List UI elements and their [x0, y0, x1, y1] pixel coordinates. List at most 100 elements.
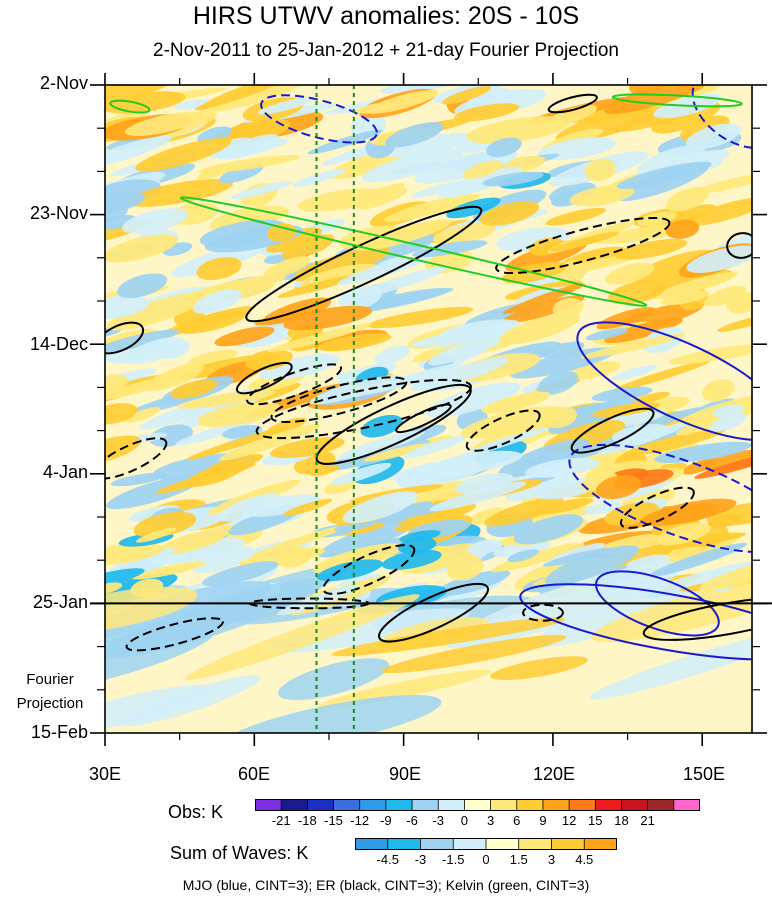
field-blob [442, 86, 491, 105]
field-blob [462, 160, 502, 179]
contour-mjo [576, 321, 752, 442]
field-blob [591, 386, 653, 402]
axis-ticks [90, 73, 767, 746]
field-blob [486, 137, 522, 158]
field-blob [493, 540, 551, 558]
field-blob [435, 569, 511, 597]
field-blob [331, 462, 392, 485]
colorbar-tick-label: 3 [547, 852, 556, 867]
field-blob [135, 138, 232, 172]
field-blob [105, 402, 138, 425]
field-blob [513, 514, 584, 545]
colorbar-swatch [551, 838, 585, 850]
field-blob [374, 503, 451, 520]
colorbar-tick-label: 0 [482, 852, 490, 867]
field-blob [552, 297, 584, 319]
colorbar-tick-label: -4.5 [376, 852, 399, 867]
field-blob [616, 161, 712, 189]
contour-er [378, 582, 489, 643]
field-blob [212, 119, 291, 146]
field-blob [604, 85, 708, 114]
field-blob [105, 580, 272, 644]
field-blob [283, 305, 373, 331]
field-blob [354, 102, 396, 114]
colorbar-swatch [420, 838, 454, 850]
field-blob [105, 375, 185, 402]
colorbar-swatch [359, 799, 387, 811]
field-blob [334, 183, 406, 208]
field-blob [505, 468, 577, 501]
x-tick-label: 120E [532, 764, 576, 784]
field-blob [292, 168, 346, 187]
contour-er [726, 232, 752, 259]
field-blob [342, 491, 418, 524]
field-blob [626, 554, 670, 571]
field-blob [105, 214, 137, 230]
field-blob [412, 240, 488, 258]
field-blob [201, 561, 279, 587]
field-blob [218, 493, 282, 522]
colorbar-swatch [333, 799, 361, 811]
field-blob [122, 208, 189, 234]
field-blob [366, 306, 474, 329]
colorbar-tick-label: 9 [539, 813, 547, 828]
chart-title: HIRS UTWV anomalies: 20S - 10S [192, 2, 580, 30]
field-blob [192, 289, 242, 314]
colorbar-tick-label: 1.5 [509, 852, 528, 867]
field-blob [466, 116, 571, 144]
field-blob [219, 423, 321, 461]
field-blob [467, 539, 503, 555]
field-blob [694, 451, 752, 479]
field-blob [588, 629, 752, 700]
field-blob [507, 549, 540, 563]
field-blob [612, 360, 712, 392]
field-blob [310, 464, 341, 477]
colorbar-swatch [516, 799, 544, 811]
field-blob [385, 122, 444, 148]
field-blob [597, 422, 689, 455]
field-blob [355, 288, 454, 313]
colorbar-swatch [518, 838, 552, 850]
field-blob [259, 353, 341, 380]
field-blob [318, 669, 492, 709]
y-tick-label: 14-Dec [29, 334, 88, 354]
field-blob [121, 675, 261, 727]
colorbar-tick-label: 6 [513, 813, 521, 828]
field-blob [414, 149, 518, 184]
field-blob [331, 617, 565, 657]
field-blob [132, 561, 207, 580]
field-blob [397, 537, 437, 554]
field-blob [105, 135, 173, 168]
colorbar-swatch [569, 799, 596, 811]
colorbar-tick-label: -3 [432, 813, 445, 828]
x-tick-label: 90E [388, 764, 422, 784]
field-blob [124, 111, 206, 137]
colorbar-swatch [453, 838, 487, 850]
field-blob [549, 231, 620, 252]
contour-er [570, 407, 655, 454]
field-blob [395, 503, 477, 532]
field-blob [497, 438, 590, 478]
field-blob [490, 656, 588, 680]
field-blob [230, 180, 293, 200]
field-blob [105, 295, 149, 320]
field-blob [402, 480, 472, 510]
field-blob [106, 291, 209, 331]
field-blob [267, 323, 373, 353]
field-blob [544, 545, 639, 585]
field-blob [686, 245, 752, 273]
field-blob [105, 542, 164, 565]
contour-er [105, 437, 168, 480]
colorbar-tick-label: 18 [614, 813, 629, 828]
contour-er [105, 321, 145, 355]
chart-footer: MJO (blue, CINT=3); ER (black, CINT=3); … [182, 877, 590, 893]
field-blob [468, 507, 508, 525]
field-blob [338, 430, 426, 460]
field-blob [681, 459, 716, 475]
field-blob [161, 524, 247, 549]
field-blob [245, 349, 293, 371]
field-blob [651, 272, 738, 300]
colorbar-swatch [647, 799, 675, 811]
colorbar-tick-label: -6 [406, 813, 418, 828]
field-blob [123, 407, 161, 423]
